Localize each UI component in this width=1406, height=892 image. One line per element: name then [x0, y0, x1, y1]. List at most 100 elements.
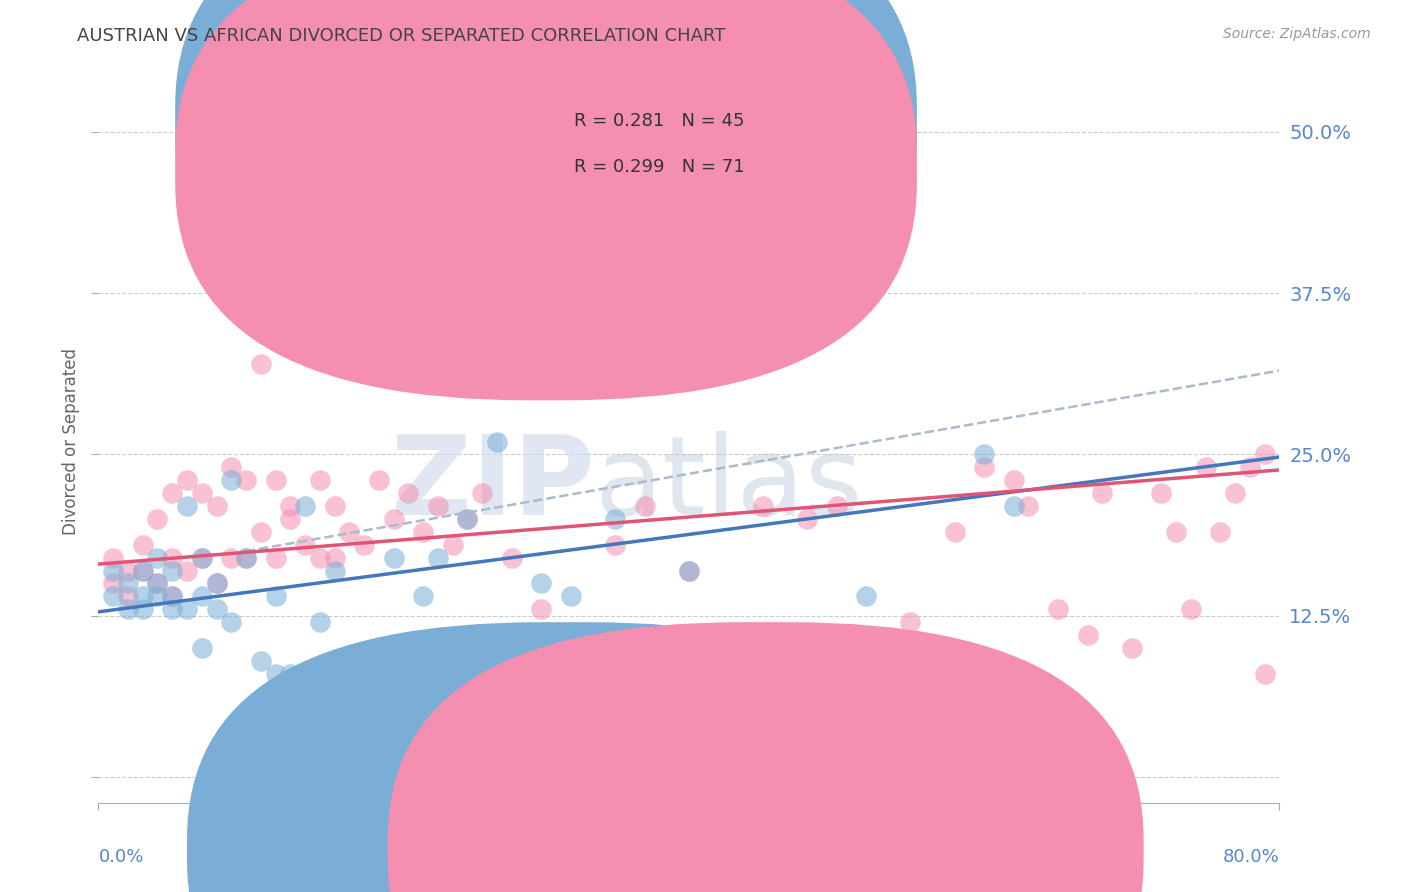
Point: [501, 550, 523, 565]
Point: [309, 550, 332, 565]
Point: [146, 512, 169, 526]
FancyBboxPatch shape: [187, 623, 943, 892]
Text: R = 0.299   N = 71: R = 0.299 N = 71: [575, 158, 745, 176]
Point: [457, 512, 479, 526]
Point: [162, 550, 183, 565]
Point: [412, 524, 434, 539]
Point: [678, 564, 700, 578]
Point: [103, 564, 125, 578]
FancyBboxPatch shape: [176, 0, 917, 355]
Point: [280, 512, 302, 526]
FancyBboxPatch shape: [176, 0, 917, 401]
Point: [368, 473, 391, 487]
Point: [132, 564, 155, 578]
Point: [752, 499, 775, 513]
Text: Africans: Africans: [797, 841, 870, 859]
Point: [427, 550, 450, 565]
Point: [250, 524, 273, 539]
Point: [723, 654, 745, 668]
Y-axis label: Divorced or Separated: Divorced or Separated: [62, 348, 80, 535]
Point: [162, 590, 183, 604]
Point: [1046, 602, 1070, 616]
Text: Source: ZipAtlas.com: Source: ZipAtlas.com: [1223, 27, 1371, 41]
Point: [560, 640, 582, 655]
Point: [264, 550, 287, 565]
Point: [280, 666, 302, 681]
Text: atlas: atlas: [595, 432, 863, 539]
Point: [205, 576, 228, 591]
Point: [1254, 447, 1277, 461]
Point: [678, 564, 700, 578]
Point: [250, 654, 273, 668]
Point: [162, 486, 183, 500]
Point: [427, 499, 450, 513]
Point: [339, 524, 361, 539]
Point: [353, 654, 375, 668]
Point: [943, 524, 966, 539]
Point: [605, 512, 627, 526]
Point: [323, 564, 346, 578]
Point: [855, 640, 877, 655]
Point: [250, 357, 273, 371]
Point: [146, 550, 169, 565]
Point: [1239, 460, 1261, 475]
Point: [560, 590, 582, 604]
FancyBboxPatch shape: [388, 623, 1143, 892]
Point: [103, 550, 125, 565]
Point: [1195, 460, 1218, 475]
Point: [235, 473, 257, 487]
Text: ZIP: ZIP: [391, 432, 595, 539]
Point: [221, 460, 243, 475]
Point: [1166, 524, 1188, 539]
Point: [191, 550, 214, 565]
Point: [205, 602, 228, 616]
Point: [191, 640, 214, 655]
Point: [1209, 524, 1232, 539]
Point: [382, 512, 405, 526]
Point: [264, 473, 287, 487]
Point: [1002, 473, 1025, 487]
Point: [530, 576, 553, 591]
Point: [132, 590, 155, 604]
Point: [855, 590, 877, 604]
Point: [162, 564, 183, 578]
Point: [103, 590, 125, 604]
Point: [900, 615, 922, 630]
Point: [339, 279, 361, 293]
Point: [162, 602, 183, 616]
Point: [117, 564, 139, 578]
Point: [132, 538, 155, 552]
Point: [1018, 499, 1040, 513]
Point: [191, 550, 214, 565]
Point: [1254, 666, 1277, 681]
Point: [796, 512, 818, 526]
Point: [176, 499, 198, 513]
Point: [441, 538, 464, 552]
Point: [146, 590, 169, 604]
Point: [191, 486, 214, 500]
Text: AUSTRIAN VS AFRICAN DIVORCED OR SEPARATED CORRELATION CHART: AUSTRIAN VS AFRICAN DIVORCED OR SEPARATE…: [77, 27, 725, 45]
Point: [294, 499, 316, 513]
Point: [973, 447, 995, 461]
Point: [117, 602, 139, 616]
Text: 0.0%: 0.0%: [98, 848, 143, 866]
Point: [117, 576, 139, 591]
Point: [221, 615, 243, 630]
Point: [146, 576, 169, 591]
FancyBboxPatch shape: [517, 91, 848, 196]
Point: [382, 550, 405, 565]
Point: [235, 550, 257, 565]
Point: [132, 602, 155, 616]
Point: [1002, 499, 1025, 513]
Text: 80.0%: 80.0%: [1223, 848, 1279, 866]
Point: [1121, 640, 1143, 655]
Text: Austrians: Austrians: [596, 841, 682, 859]
Point: [323, 499, 346, 513]
Point: [103, 576, 125, 591]
Point: [205, 499, 228, 513]
Point: [117, 590, 139, 604]
Point: [323, 550, 346, 565]
Point: [825, 499, 848, 513]
Text: R = 0.281   N = 45: R = 0.281 N = 45: [575, 112, 745, 130]
Point: [176, 564, 198, 578]
